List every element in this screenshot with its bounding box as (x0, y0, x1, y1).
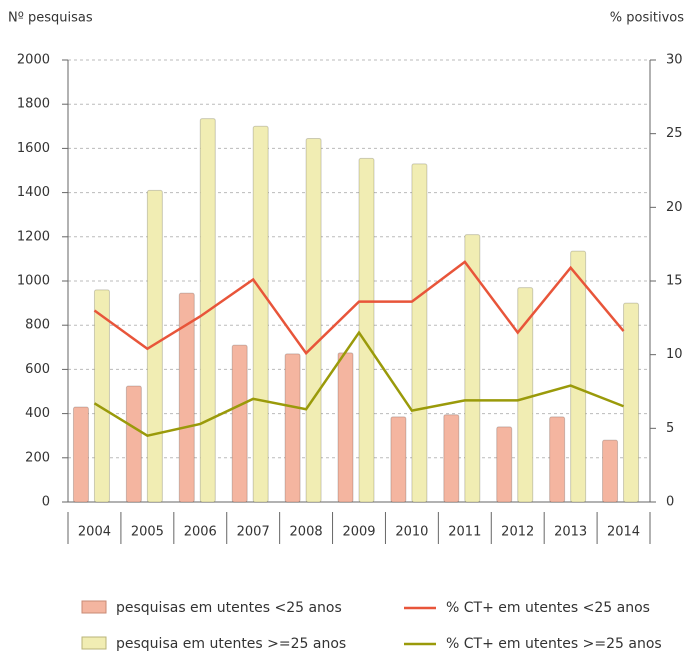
y-tick-label: 1000 (17, 274, 50, 289)
y-tick-label: 200 (25, 450, 50, 465)
y-tick-label: 600 (25, 362, 50, 377)
y2-axis-title: % positivos (610, 11, 684, 26)
x-tick-label: 2009 (342, 525, 375, 540)
bar (496, 426, 513, 503)
y-tick-label: 1200 (17, 229, 50, 244)
legend-label: % CT+ em utentes <25 anos (446, 600, 650, 616)
bar (284, 353, 301, 503)
y-axis-title: Nº pesquisas (8, 11, 93, 26)
y-tick-label: 1800 (17, 97, 50, 112)
bar (231, 344, 248, 503)
x-tick-label: 2011 (448, 525, 481, 540)
legend-swatch (81, 636, 107, 650)
bar (337, 352, 354, 503)
bar (305, 137, 322, 503)
bar (358, 157, 375, 503)
y-tick-label: 400 (25, 406, 50, 421)
bar (464, 234, 481, 503)
legend-label: pesquisa em utentes >=25 anos (116, 636, 346, 652)
y2-tick-label: 20 (666, 200, 683, 215)
line-series (93, 330, 624, 438)
bar (549, 416, 566, 503)
bar (146, 189, 163, 503)
y2-tick-label: 15 (666, 274, 683, 289)
x-tick-label: 2013 (554, 525, 587, 540)
y-tick-label: 0 (42, 495, 50, 510)
y2-tick-label: 30 (666, 53, 683, 68)
legend-label: pesquisas em utentes <25 anos (116, 600, 342, 616)
bar (178, 292, 195, 503)
y2-tick-label: 10 (666, 347, 683, 362)
x-tick-label: 2007 (237, 525, 270, 540)
legend-swatch (81, 600, 107, 614)
bar (411, 163, 428, 503)
bar (602, 439, 619, 503)
legend-label: % CT+ em utentes >=25 anos (446, 636, 662, 652)
y-tick-label: 2000 (17, 53, 50, 68)
bar (125, 385, 142, 503)
legend: pesquisas em utentes <25 anos pesquisa e… (81, 600, 662, 652)
x-tick-label: 2012 (501, 525, 534, 540)
bar (443, 414, 460, 503)
x-tick-label: 2005 (131, 525, 164, 540)
bar (623, 302, 640, 503)
bar (72, 406, 89, 503)
y2-tick-label: 25 (666, 126, 683, 141)
x-tick-label: 2014 (607, 525, 640, 540)
y-tick-label: 1600 (17, 141, 50, 156)
line-series (93, 260, 625, 356)
y-tick-label: 1400 (17, 185, 50, 200)
y-tick-label: 800 (25, 318, 50, 333)
y2-tick-label: 0 (666, 495, 674, 510)
y2-tick-label: 5 (666, 421, 674, 436)
x-tick-label: 2010 (395, 525, 428, 540)
x-tick-label: 2006 (184, 525, 217, 540)
bar (570, 250, 587, 503)
bar (517, 287, 534, 503)
x-tick-label: 2008 (290, 525, 323, 540)
bar (252, 125, 269, 503)
bar (93, 289, 110, 503)
x-tick-label: 2004 (78, 525, 111, 540)
bar (390, 416, 407, 503)
